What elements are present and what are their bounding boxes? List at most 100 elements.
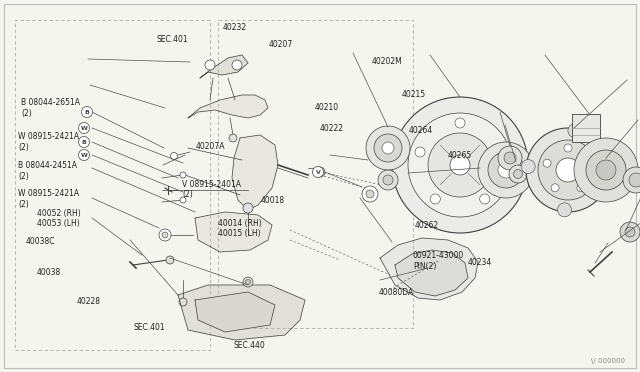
Circle shape xyxy=(408,113,512,217)
Circle shape xyxy=(79,137,90,148)
Text: W 08915-2421A
(2): W 08915-2421A (2) xyxy=(18,189,79,209)
Polygon shape xyxy=(200,55,248,78)
Text: 40265: 40265 xyxy=(448,151,472,160)
Circle shape xyxy=(568,124,582,138)
Circle shape xyxy=(392,97,528,233)
Circle shape xyxy=(526,128,610,212)
Text: B 08044-2651A
(2): B 08044-2651A (2) xyxy=(21,98,80,118)
Text: W 08915-2421A
(2): W 08915-2421A (2) xyxy=(18,132,79,152)
Circle shape xyxy=(601,164,615,179)
Circle shape xyxy=(366,190,374,198)
Circle shape xyxy=(488,152,524,188)
Circle shape xyxy=(374,134,402,162)
Circle shape xyxy=(243,277,253,287)
Circle shape xyxy=(159,229,171,241)
Circle shape xyxy=(79,122,90,134)
Text: V: V xyxy=(316,170,321,174)
Circle shape xyxy=(623,167,640,193)
Circle shape xyxy=(179,298,187,306)
Circle shape xyxy=(498,146,522,170)
Circle shape xyxy=(229,134,237,142)
Circle shape xyxy=(513,170,522,179)
Text: 40080DA: 40080DA xyxy=(379,288,414,296)
Text: 00921-43000
PIN(2): 00921-43000 PIN(2) xyxy=(413,251,464,271)
Text: 40207: 40207 xyxy=(269,40,293,49)
Circle shape xyxy=(378,170,398,190)
Circle shape xyxy=(625,227,635,237)
Circle shape xyxy=(180,172,186,178)
Circle shape xyxy=(81,106,93,118)
Text: B: B xyxy=(81,140,86,144)
Circle shape xyxy=(556,158,580,182)
Text: B 08044-2451A
(2): B 08044-2451A (2) xyxy=(18,161,77,181)
Text: 40202M: 40202M xyxy=(371,57,402,66)
Text: SEC.440: SEC.440 xyxy=(234,341,266,350)
Text: SEC.401: SEC.401 xyxy=(157,35,188,44)
Polygon shape xyxy=(395,250,468,296)
Circle shape xyxy=(455,118,465,128)
Circle shape xyxy=(166,256,174,264)
Circle shape xyxy=(577,184,585,192)
Polygon shape xyxy=(178,285,305,340)
Circle shape xyxy=(543,159,551,167)
Bar xyxy=(15,20,210,350)
Circle shape xyxy=(312,167,323,177)
Text: 40262: 40262 xyxy=(415,221,439,230)
Text: 40038: 40038 xyxy=(37,268,61,277)
Text: SEC.401: SEC.401 xyxy=(133,323,164,332)
Circle shape xyxy=(478,142,534,198)
Circle shape xyxy=(415,147,425,157)
Circle shape xyxy=(509,165,527,183)
Circle shape xyxy=(498,162,514,178)
Text: 40014 (RH)
40015 (LH): 40014 (RH) 40015 (LH) xyxy=(218,219,261,238)
Text: 40222: 40222 xyxy=(320,124,344,133)
Text: \/ 000000: \/ 000000 xyxy=(591,358,625,364)
Circle shape xyxy=(243,203,253,213)
Circle shape xyxy=(586,150,626,190)
Circle shape xyxy=(246,279,250,285)
Circle shape xyxy=(382,142,394,154)
Circle shape xyxy=(585,159,593,167)
Circle shape xyxy=(629,173,640,187)
Circle shape xyxy=(620,222,640,242)
Text: 40038C: 40038C xyxy=(26,237,55,246)
Circle shape xyxy=(557,203,572,217)
Circle shape xyxy=(170,153,177,160)
Text: 40232: 40232 xyxy=(223,23,247,32)
Circle shape xyxy=(504,152,516,164)
Circle shape xyxy=(232,60,242,70)
Circle shape xyxy=(366,126,410,170)
Circle shape xyxy=(430,194,440,204)
Circle shape xyxy=(521,160,535,173)
Bar xyxy=(572,114,600,142)
Circle shape xyxy=(362,186,378,202)
Text: W: W xyxy=(81,125,88,131)
Circle shape xyxy=(383,175,393,185)
Circle shape xyxy=(538,140,598,200)
Polygon shape xyxy=(195,292,275,332)
Circle shape xyxy=(480,194,490,204)
Text: W: W xyxy=(81,153,88,157)
Circle shape xyxy=(551,184,559,192)
Circle shape xyxy=(495,147,505,157)
Text: V 08915-2401A
(2): V 08915-2401A (2) xyxy=(182,180,241,199)
Circle shape xyxy=(450,155,470,175)
Circle shape xyxy=(574,138,638,202)
Text: 40228: 40228 xyxy=(77,297,101,306)
Circle shape xyxy=(428,133,492,197)
Text: 40210: 40210 xyxy=(315,103,339,112)
Polygon shape xyxy=(188,95,268,118)
Circle shape xyxy=(596,160,616,180)
Polygon shape xyxy=(195,212,272,252)
Text: 40234: 40234 xyxy=(467,258,492,267)
Bar xyxy=(218,20,413,328)
Circle shape xyxy=(162,232,168,238)
Polygon shape xyxy=(232,135,278,210)
Text: 40215: 40215 xyxy=(401,90,426,99)
Polygon shape xyxy=(380,238,478,300)
Text: B: B xyxy=(84,109,90,115)
Circle shape xyxy=(180,197,186,203)
Text: 40018: 40018 xyxy=(261,196,285,205)
Circle shape xyxy=(205,60,215,70)
Circle shape xyxy=(315,167,325,177)
